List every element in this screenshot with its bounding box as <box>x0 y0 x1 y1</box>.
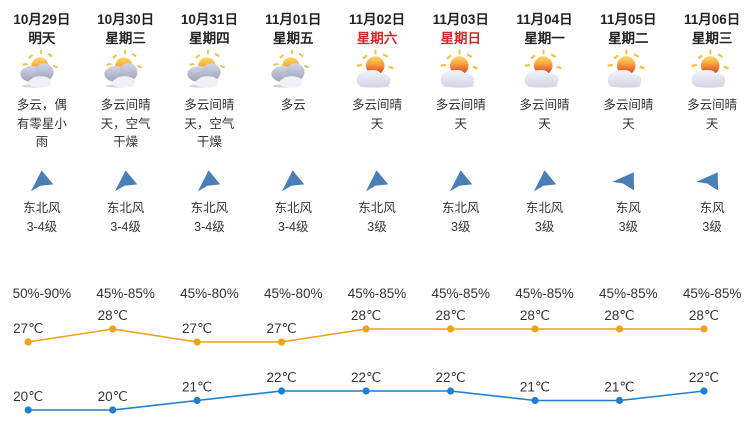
svg-text:28℃: 28℃ <box>436 308 466 323</box>
svg-text:28℃: 28℃ <box>98 308 128 323</box>
svg-text:28℃: 28℃ <box>520 308 550 323</box>
svg-text:20℃: 20℃ <box>98 389 128 404</box>
svg-text:27℃: 27℃ <box>267 321 297 336</box>
svg-text:21℃: 21℃ <box>604 380 634 395</box>
svg-text:27℃: 27℃ <box>13 321 43 336</box>
svg-text:22℃: 22℃ <box>267 370 297 385</box>
svg-text:22℃: 22℃ <box>351 370 381 385</box>
svg-text:28℃: 28℃ <box>351 308 381 323</box>
svg-text:28℃: 28℃ <box>604 308 634 323</box>
svg-text:20℃: 20℃ <box>13 389 43 404</box>
svg-text:21℃: 21℃ <box>182 380 212 395</box>
svg-text:28℃: 28℃ <box>689 308 719 323</box>
svg-text:21℃: 21℃ <box>520 380 550 395</box>
svg-text:22℃: 22℃ <box>436 370 466 385</box>
svg-text:22℃: 22℃ <box>689 370 719 385</box>
svg-text:27℃: 27℃ <box>182 321 212 336</box>
